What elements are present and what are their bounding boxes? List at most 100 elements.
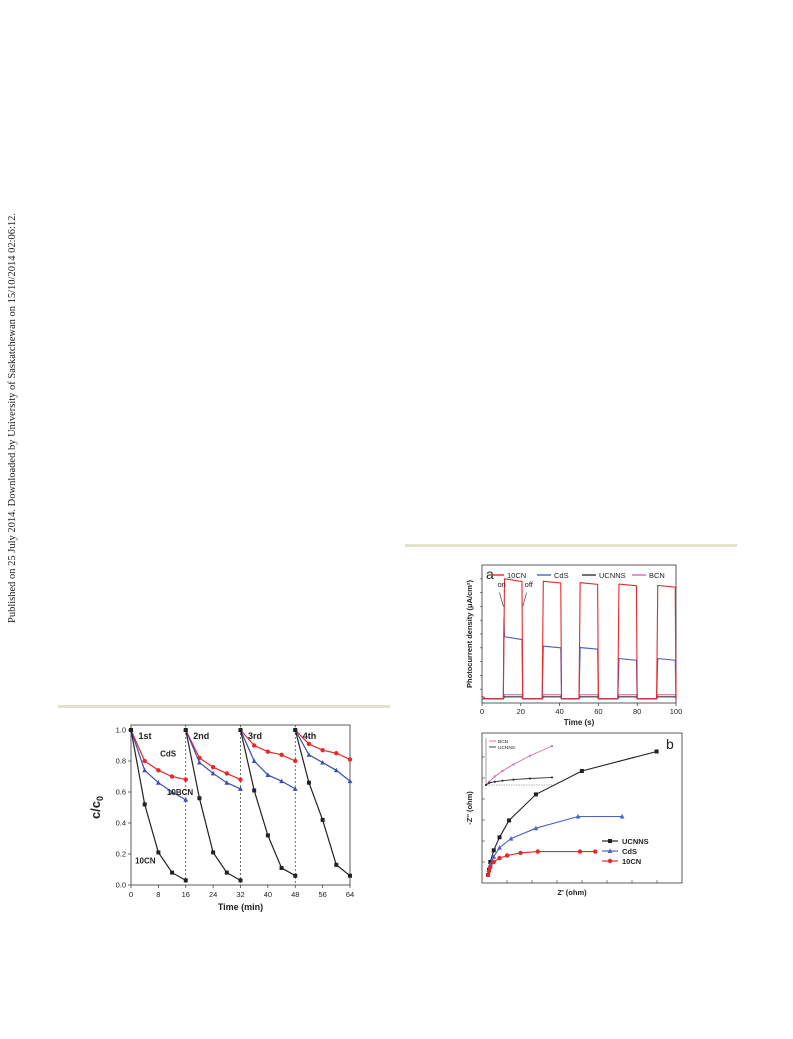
x-tick-label: 60 xyxy=(594,707,602,716)
series-line-10CN xyxy=(481,578,677,700)
data-point-10CN xyxy=(497,855,502,861)
data-point-UCNNS xyxy=(491,848,496,853)
y-tick-label: 0.6 xyxy=(116,788,126,797)
data-point-CdS xyxy=(306,741,312,747)
data-point-10CN xyxy=(320,817,325,822)
data-point-CdS xyxy=(508,836,514,841)
data-point-CdS xyxy=(265,749,271,754)
inset-line-UCNNS xyxy=(485,776,553,786)
cycle-label: 3rd xyxy=(248,731,262,741)
x-tick-label: 32 xyxy=(236,890,244,899)
data-point-10CN xyxy=(293,873,298,878)
data-point-UCNNS xyxy=(488,860,493,864)
x-tick-label: 100 xyxy=(670,707,683,716)
inset-point-UCNNS xyxy=(501,779,504,782)
legend-label-10CN: 10CN xyxy=(507,571,526,580)
x-tick-label: 8 xyxy=(156,890,160,899)
inset-point-BCN xyxy=(528,754,532,757)
data-point-10CN xyxy=(504,853,510,858)
inset-point-UCNNS xyxy=(550,776,554,779)
data-point-CdS xyxy=(619,813,625,819)
y-tick-label: 0.4 xyxy=(116,819,126,828)
data-point-10CN xyxy=(488,865,493,870)
data-point-10CN xyxy=(183,728,188,732)
x-tick-label: 16 xyxy=(182,890,190,899)
series-line-CdS xyxy=(487,815,623,876)
x-tick-label: 0 xyxy=(129,890,133,899)
annotation-label: on xyxy=(498,580,506,589)
data-point-10CN xyxy=(170,870,175,875)
x-tick-label: 0 xyxy=(480,707,484,716)
data-point-10CN xyxy=(265,833,270,838)
data-point-CdS xyxy=(347,757,353,762)
data-point-CdS xyxy=(533,825,539,831)
left-rule xyxy=(58,705,390,708)
annotation-label: off xyxy=(525,580,534,589)
data-point-10BCN xyxy=(197,759,202,765)
y-axis-title: c/c0 xyxy=(88,796,105,819)
x-tick-label: 48 xyxy=(291,890,299,899)
x-axis-title: Time (s) xyxy=(564,718,595,727)
data-point-10BCN xyxy=(306,752,312,757)
data-point-10CN xyxy=(156,850,161,855)
data-point-CdS xyxy=(334,751,339,756)
series-line-10CN xyxy=(487,851,596,876)
x-tick-label: 40 xyxy=(264,890,272,899)
panel-label: b xyxy=(666,736,674,752)
data-point-10CN xyxy=(238,728,243,732)
photocurrent-chart: 0 20 40 60 80 100 Time (s) Photocurrent density… xyxy=(465,564,683,727)
data-point-CdS xyxy=(251,743,257,748)
data-point-10CN xyxy=(293,728,298,732)
data-point-10BCN xyxy=(155,780,161,785)
x-tick-label: 56 xyxy=(318,890,326,899)
data-point-CdS xyxy=(224,771,230,776)
inset-point-BCN xyxy=(512,763,515,766)
data-point-10CN xyxy=(518,850,523,856)
data-point-10CN xyxy=(491,859,496,865)
top-rule xyxy=(405,544,737,547)
y-tick-label: 0.0 xyxy=(116,881,126,890)
data-point-10BCN xyxy=(238,786,243,791)
cycle-label: 2nd xyxy=(193,731,209,741)
inset-point-UCNNS xyxy=(488,781,491,784)
legend-marker-UCNNS xyxy=(608,839,612,843)
data-point-CdS xyxy=(238,777,243,782)
data-point-10CN xyxy=(535,849,541,854)
data-point-10CN xyxy=(486,868,492,874)
data-point-CdS xyxy=(210,765,216,770)
data-point-10CN xyxy=(238,878,243,883)
data-point-10BCN xyxy=(347,778,353,784)
inset-point-UCNNS xyxy=(512,778,515,781)
legend-label-10CN: 10CN xyxy=(622,857,641,866)
data-point-10BCN xyxy=(292,786,298,791)
x-tick-label: 24 xyxy=(209,890,217,899)
legend-marker-10CN xyxy=(607,858,613,864)
inset-legend-label-UCNNS: UCNNS xyxy=(498,745,515,751)
legend-label-CdS: CdS xyxy=(622,847,637,856)
data-point-10CN xyxy=(211,850,216,855)
series-label-10CN: 10CN xyxy=(135,856,156,865)
data-point-10CN xyxy=(129,728,133,732)
series-label-10BCN: 10BCN xyxy=(167,788,193,797)
data-point-10CN xyxy=(142,802,147,807)
x-axis-title: Time (min) xyxy=(218,902,263,912)
series-line-10CN xyxy=(185,729,241,881)
data-point-10CN xyxy=(224,870,229,875)
legend-label-BCN: BCN xyxy=(649,571,665,580)
x-tick-label: 20 xyxy=(517,707,525,716)
on-arrow xyxy=(499,592,504,607)
data-point-10BCN xyxy=(333,767,339,773)
data-point-CdS xyxy=(156,768,161,773)
inset-point-UCNNS xyxy=(493,780,496,783)
data-point-10BCN xyxy=(265,772,271,777)
data-point-10BCN xyxy=(169,789,175,794)
data-point-10CN xyxy=(593,849,598,854)
data-point-10CN xyxy=(306,780,311,785)
y-tick-label: 0.2 xyxy=(116,850,126,859)
cycle-label: 4th xyxy=(303,731,317,741)
data-point-10CN xyxy=(197,796,202,801)
data-point-10CN xyxy=(485,872,491,878)
data-point-10CN xyxy=(183,878,188,883)
inset-point-BCN xyxy=(501,769,504,773)
